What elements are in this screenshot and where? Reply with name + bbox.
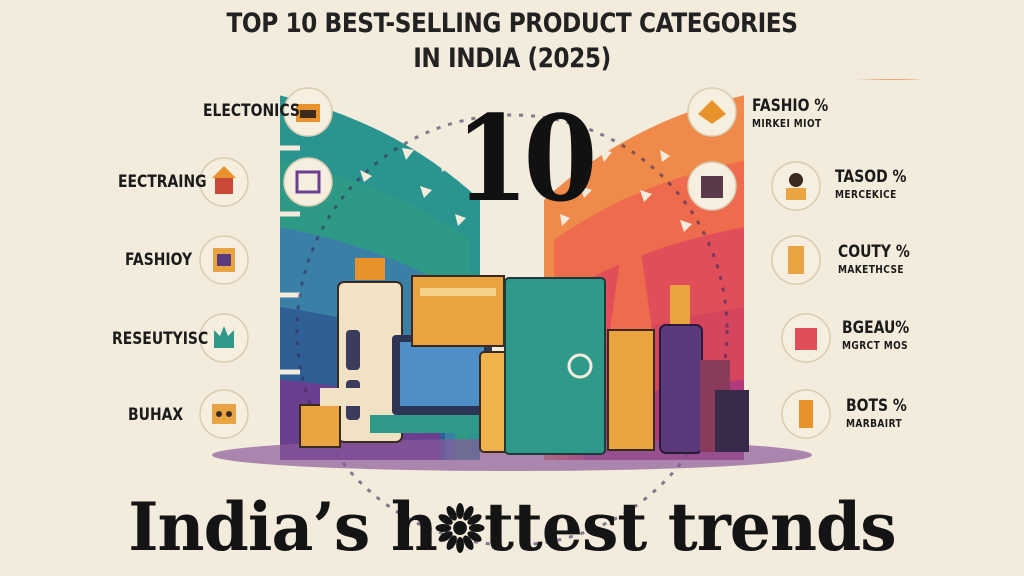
- left-label-1: ELECTONICS: [203, 101, 300, 121]
- right-label-5-name: BOTS %: [846, 396, 907, 416]
- right-label-2: TASOD % MERCEKICE: [835, 167, 907, 201]
- right-label-1-name: FASHIO %: [752, 96, 829, 116]
- big-number: 10: [455, 89, 597, 228]
- left-label-2: EECTRAING: [118, 172, 207, 192]
- right-label-2-name: TASOD %: [835, 167, 907, 187]
- trends-headline: India’s h ttest trends: [10, 488, 1014, 566]
- right-label-4-name: BGEAU%: [842, 318, 910, 338]
- right-label-5-sub: MARBAIRT: [846, 417, 903, 430]
- dashed-ring: [295, 113, 729, 547]
- right-label-3-sub: MAKETHCSE: [838, 263, 904, 276]
- trends-headline-suffix: ttest trends: [483, 488, 897, 566]
- left-label-4: RESEUTYISC: [112, 329, 209, 349]
- left-icon-circles: [199, 87, 333, 439]
- right-label-3: COUTY % MAKETHCSE: [838, 242, 910, 276]
- page-title-line1: TOP 10 BEST-SELLING PRODUCT CATEGORIES: [226, 8, 798, 39]
- left-label-3: FASHIOY: [125, 250, 193, 270]
- right-label-4-sub: MGRCT MOS: [842, 339, 909, 352]
- right-label-5: BOTS % MARBAIRT: [846, 396, 907, 430]
- flower-icon: [435, 503, 485, 553]
- right-label-3-name: COUTY %: [838, 242, 910, 262]
- page-title-line2: IN INDIA (2025): [413, 43, 611, 74]
- right-icon-circles: [687, 87, 831, 439]
- product-cluster: [212, 245, 812, 471]
- trends-headline-prefix: India’s h: [128, 488, 438, 566]
- right-label-1: FASHIO % MIRKEI MIOT: [752, 96, 828, 130]
- right-label-1-sub: MIRKEI MIOT: [752, 117, 822, 130]
- confetti: [360, 120, 692, 232]
- left-label-5: BUHAX: [128, 405, 184, 425]
- right-label-2-sub: MERCEKICE: [835, 188, 897, 201]
- right-label-4: BGEAU% MGRCT MOS: [842, 318, 909, 352]
